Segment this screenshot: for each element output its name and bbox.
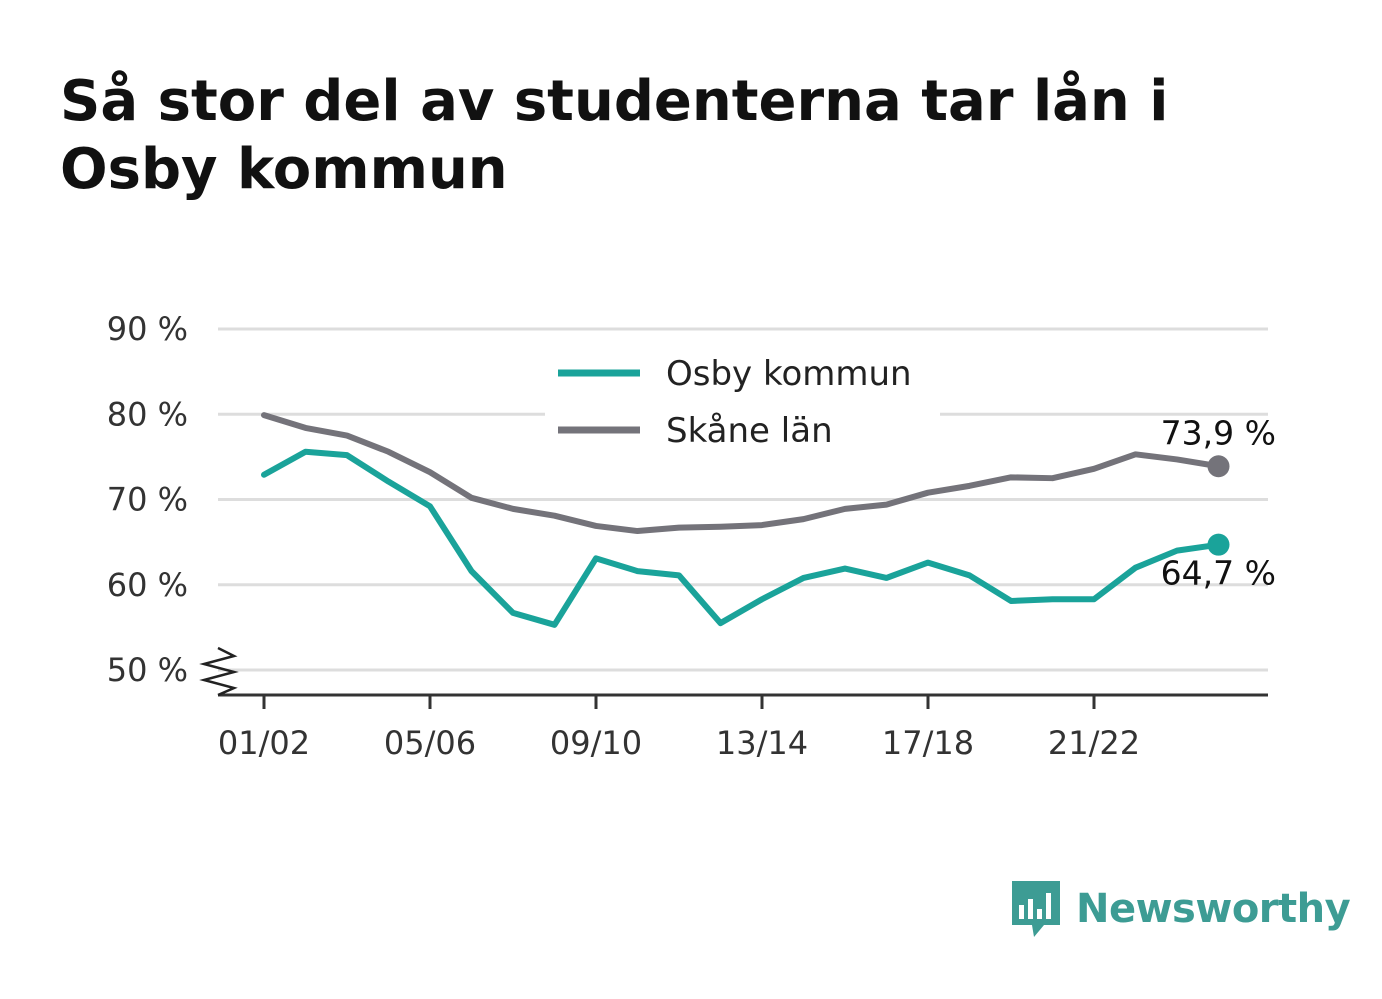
legend-background	[545, 348, 940, 453]
x-tick-label: 05/06	[384, 724, 476, 762]
brand-name: Newsworthy	[1076, 886, 1351, 932]
series-end-label: 73,9 %	[1161, 413, 1276, 452]
y-axis-labels: 50 % 60 % 70 % 80 % 90 %	[107, 310, 188, 689]
y-tick-label: 60 %	[107, 566, 188, 604]
grid-lines	[218, 327, 1268, 672]
y-tick-label: 90 %	[107, 310, 188, 348]
y-tick-label: 70 %	[107, 481, 188, 519]
x-tick-label: 21/22	[1048, 724, 1140, 762]
y-tick-label: 80 %	[107, 395, 188, 433]
x-axis	[199, 646, 1268, 709]
x-tick-label: 17/18	[882, 724, 974, 762]
series-lines	[261, 412, 1230, 628]
newsworthy-logo: Newsworthy	[1010, 878, 1351, 940]
legend: Osby kommun Skåne län	[545, 348, 940, 453]
x-tick-label: 01/02	[218, 724, 310, 762]
series-end-point	[1207, 455, 1230, 478]
axis-break-zigzag	[199, 646, 239, 697]
bar-chart-speech-bubble-icon	[1012, 881, 1060, 937]
chart-title: Så stor del av studenterna tar lån i Osb…	[60, 69, 1169, 202]
end-labels: 73,9 % 64,7 %	[1161, 413, 1276, 592]
series-line	[261, 412, 1222, 535]
series-end-point	[1207, 533, 1230, 556]
y-tick-label: 50 %	[107, 651, 188, 689]
x-tick-label: 09/10	[550, 724, 642, 762]
series-line	[261, 448, 1222, 628]
legend-label: Skåne län	[666, 411, 833, 451]
x-axis-labels: 01/02 05/06 09/10 13/14 17/18 21/22	[218, 724, 1140, 762]
legend-label: Osby kommun	[666, 354, 912, 394]
series-end-label: 64,7 %	[1161, 554, 1276, 593]
x-tick-label: 13/14	[716, 724, 808, 762]
